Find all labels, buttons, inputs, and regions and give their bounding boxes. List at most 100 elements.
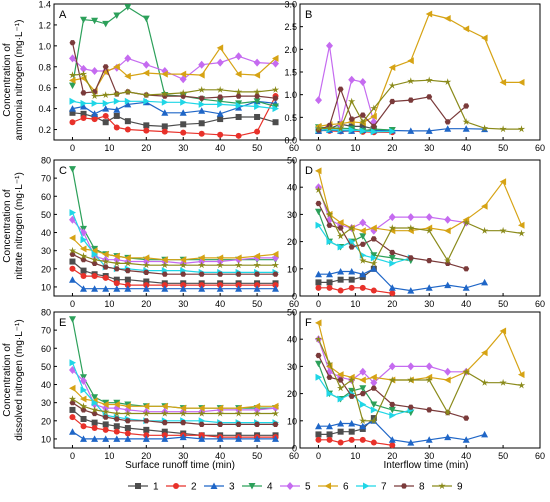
data-point-E-9 [271, 409, 280, 417]
data-point-F-3 [407, 439, 415, 446]
data-point-D-6 [315, 167, 322, 175]
data-point-C-6 [216, 254, 224, 262]
data-point-B-8 [444, 119, 451, 125]
data-point-E-6 [198, 404, 205, 412]
series-line-C-4 [71, 168, 276, 261]
data-point-F-4 [315, 360, 322, 368]
data-point-A-2 [180, 129, 187, 136]
ytick-label: 0.2 [38, 125, 51, 135]
ytick-label: 80 [41, 156, 51, 166]
data-point-A-3 [80, 103, 87, 110]
data-point-A-7 [272, 105, 279, 113]
data-point-A-1 [161, 123, 168, 130]
data-point-C-2 [124, 282, 131, 289]
data-point-C-9 [271, 261, 280, 269]
data-point-C-7 [80, 236, 87, 244]
xtick-label: 40 [215, 143, 225, 153]
data-point-C-2 [217, 282, 224, 289]
data-point-C-3 [253, 285, 261, 292]
data-point-D-7 [315, 221, 322, 229]
ytick-label: 0.8 [38, 62, 51, 72]
data-point-B-6 [499, 78, 507, 86]
data-point-F-2 [315, 436, 322, 443]
data-point-B-6 [388, 64, 396, 71]
ytick-label: 10 [41, 282, 51, 292]
data-point-D-8 [326, 222, 333, 228]
data-point-C-9 [142, 261, 150, 269]
legend-marker-2 [173, 483, 179, 489]
data-point-C-2 [254, 282, 261, 289]
data-point-C-3 [198, 285, 206, 292]
xtick-label: 10 [350, 451, 360, 461]
data-point-D-8 [389, 249, 396, 256]
data-point-C-9 [102, 257, 110, 265]
data-point-F-2 [389, 442, 396, 449]
series-line-E-9 [72, 398, 276, 415]
data-point-C-3 [124, 285, 132, 292]
panel-letter-D: D [305, 165, 313, 177]
data-point-E-9 [235, 409, 243, 417]
xtick-label: 50 [498, 299, 508, 309]
ytick-label: 20 [287, 237, 297, 247]
ytick-label: 10 [287, 264, 297, 274]
data-point-B-6 [425, 10, 433, 18]
data-point-A-5 [253, 58, 261, 67]
data-point-B-8 [389, 98, 396, 105]
data-point-C-9 [216, 261, 224, 269]
data-point-D-9 [314, 186, 323, 193]
data-point-C-8 [80, 257, 87, 263]
ytick-label: 1.5 [284, 68, 297, 78]
data-point-C-6 [235, 254, 242, 262]
xtick-label: 50 [498, 143, 508, 153]
data-point-A-3 [198, 107, 206, 114]
data-point-E-7 [91, 399, 99, 407]
data-point-A-8 [102, 64, 109, 70]
data-point-C-2 [180, 282, 187, 289]
legend-marker-9 [438, 482, 446, 490]
data-point-E-9 [216, 409, 224, 417]
legend-label-2: 2 [191, 482, 197, 493]
data-point-A-2 [143, 127, 150, 134]
data-point-C-9 [161, 261, 169, 269]
data-point-F-3 [481, 430, 489, 438]
data-point-B-9 [348, 97, 356, 105]
data-point-E-6 [69, 384, 76, 392]
panel-letter-C: C [59, 165, 67, 177]
data-point-A-9 [161, 90, 169, 97]
data-point-E-6 [124, 402, 131, 410]
series-line-A-3 [72, 100, 276, 115]
data-point-A-8 [69, 40, 76, 46]
xtick-label: 10 [104, 299, 114, 309]
data-point-D-7 [348, 238, 356, 246]
data-point-C-1 [69, 258, 76, 265]
data-point-F-3 [462, 436, 470, 443]
data-point-F-7 [326, 390, 333, 398]
data-point-A-4 [69, 82, 76, 90]
data-point-B-8 [407, 97, 414, 103]
data-point-B-8 [463, 103, 470, 109]
data-point-C-6 [91, 247, 98, 255]
data-point-D-3 [388, 284, 396, 291]
xtick-label: 10 [104, 451, 114, 461]
data-point-C-6 [179, 256, 187, 264]
data-point-E-2 [91, 425, 98, 432]
data-point-D-8 [348, 244, 355, 250]
data-point-C-2 [272, 282, 279, 289]
data-point-D-5 [359, 218, 367, 227]
data-point-A-9 [142, 91, 150, 99]
data-point-B-9 [444, 78, 452, 85]
data-point-A-9 [68, 71, 77, 79]
xtick-label: 50 [498, 451, 508, 461]
data-point-B-5 [359, 78, 367, 86]
xtick-label: 0 [316, 451, 321, 461]
data-point-D-6 [444, 227, 451, 235]
data-point-D-3 [348, 268, 356, 275]
data-point-B-7 [370, 128, 378, 136]
data-point-A-1 [180, 121, 187, 128]
xtick-label: 0 [70, 451, 75, 461]
data-point-F-8 [389, 401, 396, 408]
xtick-label: 30 [424, 451, 434, 461]
data-point-F-7 [315, 373, 322, 381]
data-point-E-5 [80, 376, 87, 385]
data-point-D-8 [370, 236, 377, 242]
